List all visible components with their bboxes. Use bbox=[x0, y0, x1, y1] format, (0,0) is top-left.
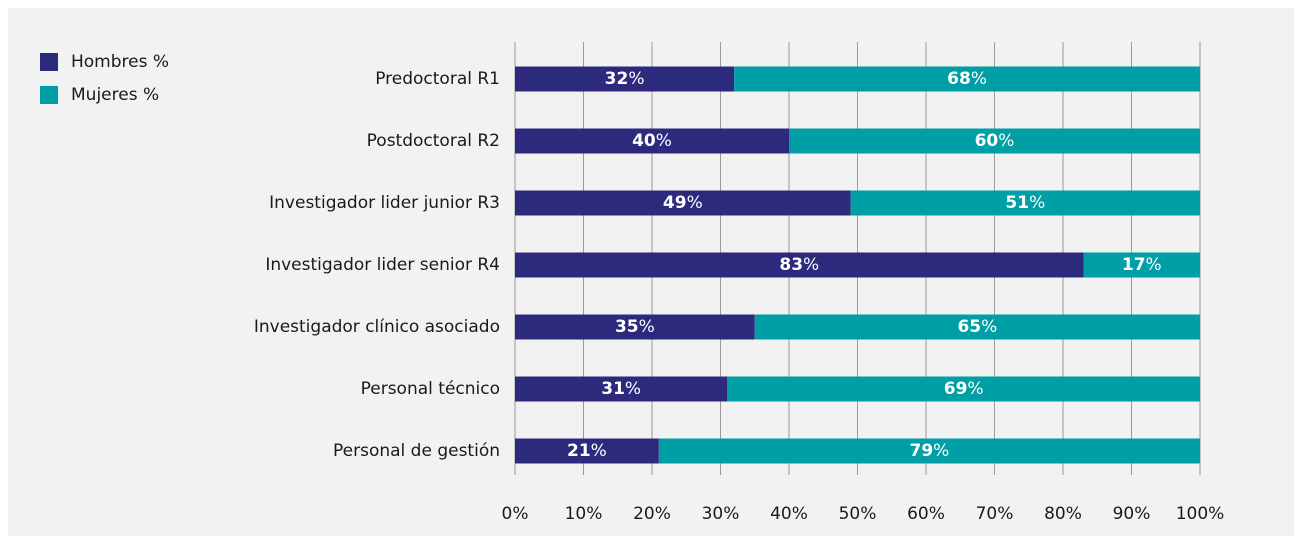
y-tick-label: Investigador lider junior R3 bbox=[269, 193, 500, 213]
data-label: 31% bbox=[601, 379, 641, 399]
data-label: 65% bbox=[957, 317, 997, 337]
x-tick-label: 90% bbox=[1113, 504, 1151, 524]
bar-segment bbox=[754, 314, 1200, 340]
x-tick-label: 40% bbox=[770, 504, 808, 524]
data-label: 60% bbox=[975, 131, 1015, 151]
data-label-number: 31 bbox=[601, 379, 625, 399]
bar-segment bbox=[515, 314, 755, 340]
data-label-unit: % bbox=[998, 131, 1014, 151]
data-label-unit: % bbox=[981, 317, 997, 337]
bar-segment bbox=[727, 376, 1200, 402]
y-tick-label: Investigador clínico asociado bbox=[254, 317, 500, 337]
bar-segment bbox=[515, 128, 789, 154]
data-label: 51% bbox=[1005, 193, 1045, 213]
bar-segment bbox=[789, 128, 1200, 154]
x-tick-label: 70% bbox=[976, 504, 1014, 524]
data-label-unit: % bbox=[639, 317, 655, 337]
data-label-unit: % bbox=[687, 193, 703, 213]
data-label-unit: % bbox=[625, 379, 641, 399]
bar-segment bbox=[734, 66, 1200, 92]
y-tick-label: Postdoctoral R2 bbox=[367, 131, 500, 151]
data-label-number: 60 bbox=[975, 131, 999, 151]
data-label-unit: % bbox=[1146, 255, 1162, 275]
bar-segment bbox=[515, 252, 1084, 278]
bar-segment bbox=[515, 66, 735, 92]
legend-swatch bbox=[40, 53, 58, 71]
data-label-number: 68 bbox=[947, 69, 971, 89]
legend-swatch bbox=[40, 86, 58, 104]
y-tick-label: Personal de gestión bbox=[333, 441, 500, 461]
data-label-number: 40 bbox=[632, 131, 656, 151]
x-tick-label: 10% bbox=[565, 504, 603, 524]
y-tick-label: Predoctoral R1 bbox=[375, 69, 500, 89]
bar-segment bbox=[515, 376, 728, 402]
x-tick-label: 50% bbox=[839, 504, 877, 524]
data-label: 17% bbox=[1122, 255, 1162, 275]
data-label-number: 21 bbox=[567, 441, 591, 461]
bar-segment bbox=[658, 438, 1200, 464]
x-tick-label: 20% bbox=[633, 504, 671, 524]
data-label: 83% bbox=[779, 255, 819, 275]
legend-label: Mujeres % bbox=[71, 85, 159, 105]
data-label-unit: % bbox=[656, 131, 672, 151]
x-tick-label: 0% bbox=[502, 504, 529, 524]
data-label-number: 35 bbox=[615, 317, 639, 337]
data-label: 21% bbox=[567, 441, 607, 461]
data-label-unit: % bbox=[803, 255, 819, 275]
data-label-unit: % bbox=[628, 69, 644, 89]
x-tick-label: 30% bbox=[702, 504, 740, 524]
x-tick-label: 60% bbox=[907, 504, 945, 524]
data-label-unit: % bbox=[933, 441, 949, 461]
data-label-number: 79 bbox=[910, 441, 934, 461]
data-label-number: 17 bbox=[1122, 255, 1146, 275]
data-label: 68% bbox=[947, 69, 987, 89]
data-label-unit: % bbox=[971, 69, 987, 89]
y-tick-label: Investigador lider senior R4 bbox=[265, 255, 500, 275]
data-label-number: 65 bbox=[957, 317, 981, 337]
data-label-unit: % bbox=[1029, 193, 1045, 213]
x-tick-label: 100% bbox=[1176, 504, 1225, 524]
data-label-number: 69 bbox=[944, 379, 968, 399]
y-tick-label: Personal técnico bbox=[361, 379, 500, 399]
x-tick-label: 80% bbox=[1044, 504, 1082, 524]
data-label: 40% bbox=[632, 131, 672, 151]
data-label-unit: % bbox=[591, 441, 607, 461]
bar-segment bbox=[515, 438, 659, 464]
data-label: 49% bbox=[663, 193, 703, 213]
data-label-unit: % bbox=[967, 379, 983, 399]
data-label-number: 32 bbox=[605, 69, 629, 89]
data-label: 69% bbox=[944, 379, 984, 399]
bar-segment bbox=[850, 190, 1200, 216]
data-label: 35% bbox=[615, 317, 655, 337]
bar-segment bbox=[1083, 252, 1200, 278]
legend-label: Hombres % bbox=[71, 52, 169, 72]
data-label-number: 51 bbox=[1005, 193, 1029, 213]
data-label-number: 49 bbox=[663, 193, 687, 213]
data-label: 32% bbox=[605, 69, 645, 89]
data-label-number: 83 bbox=[779, 255, 803, 275]
data-label: 79% bbox=[910, 441, 950, 461]
bar-segment bbox=[515, 190, 851, 216]
